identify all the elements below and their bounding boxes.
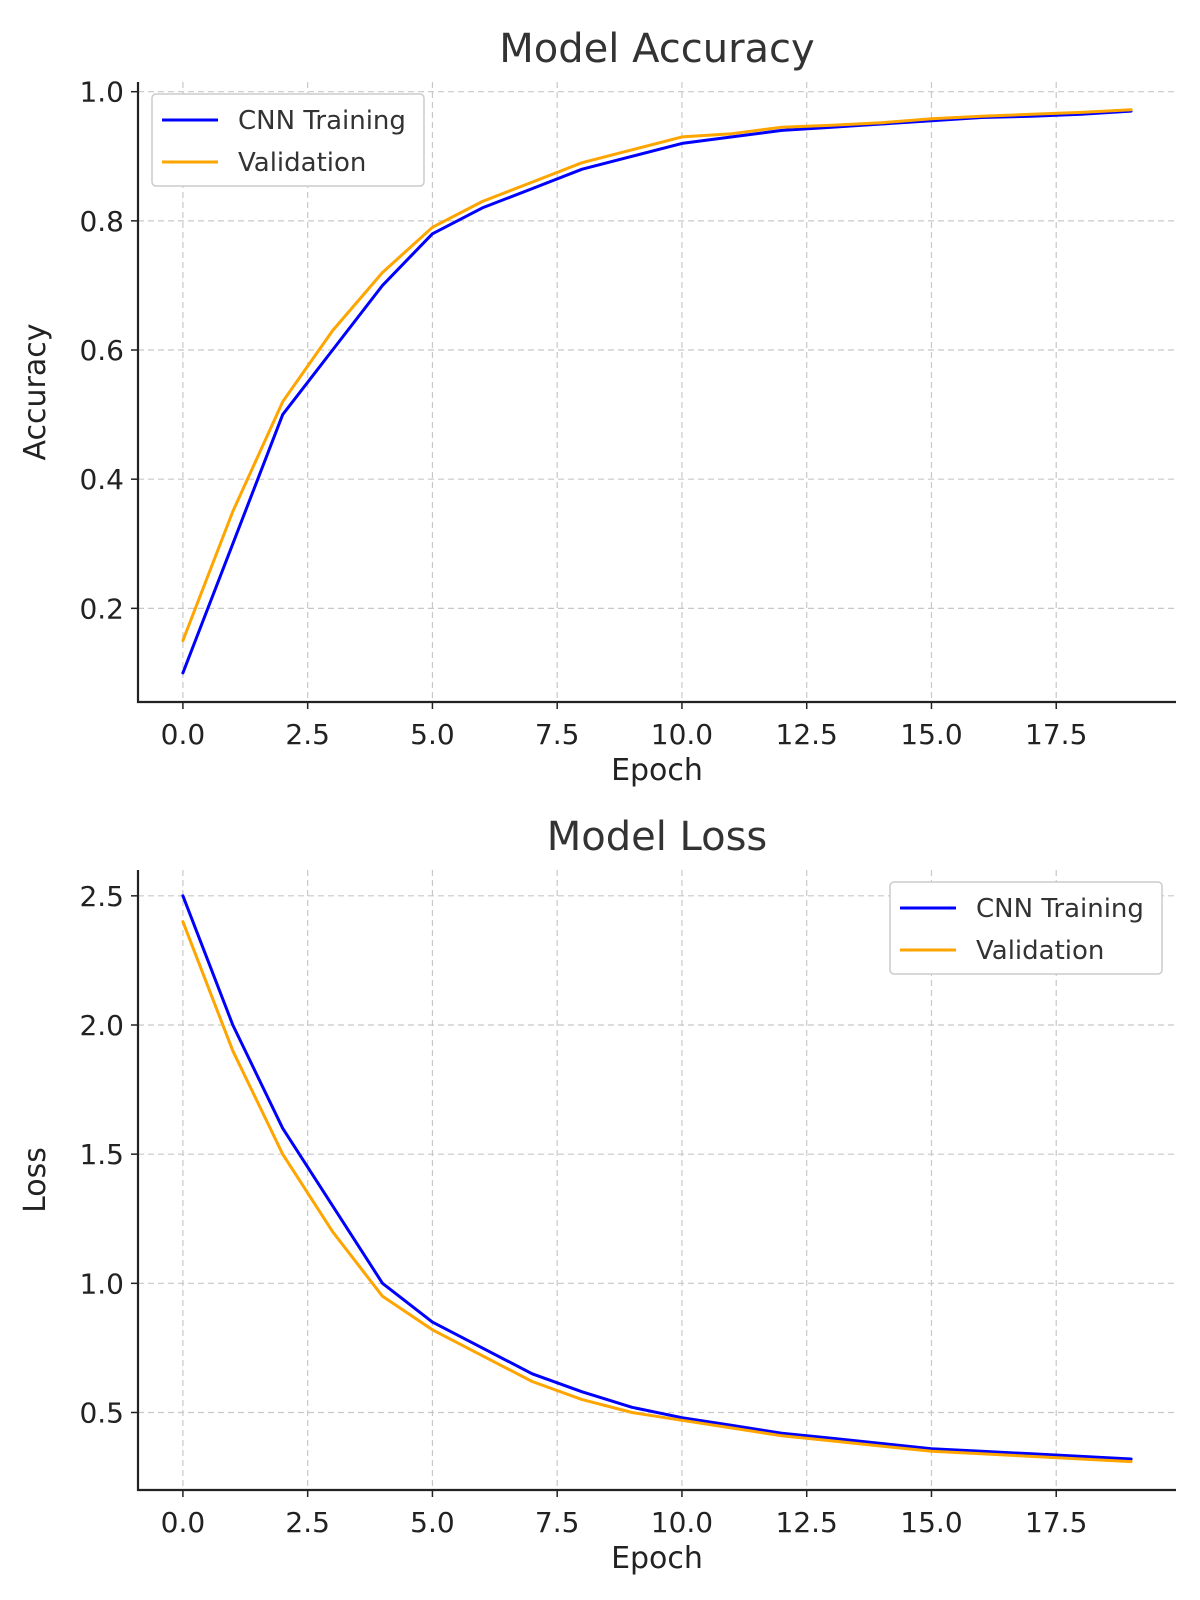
x-tick-label: 12.5 bbox=[776, 718, 838, 751]
legend: CNN Training Validation bbox=[889, 881, 1163, 975]
y-tick-label: 0.4 bbox=[79, 463, 124, 496]
y-tick-label: 2.5 bbox=[79, 880, 124, 913]
y-tick-label: 0.6 bbox=[79, 334, 124, 367]
y-axis-label: Accuracy bbox=[18, 324, 53, 461]
legend-box bbox=[889, 881, 1163, 975]
x-tick-label: 7.5 bbox=[535, 718, 580, 751]
x-tick-label: 12.5 bbox=[776, 1506, 838, 1539]
legend-label: Validation bbox=[976, 936, 1104, 966]
chart-title: Model Loss bbox=[547, 814, 768, 860]
y-tick-label: 2.0 bbox=[79, 1009, 124, 1042]
y-tick-label: 0.2 bbox=[79, 592, 124, 625]
y-tick-label: 1.0 bbox=[79, 1267, 124, 1300]
x-tick-label: 10.0 bbox=[651, 1506, 713, 1539]
axis-spine bbox=[136, 870, 1176, 1492]
x-tick-label: 17.5 bbox=[1025, 718, 1087, 751]
x-axis-label: Epoch bbox=[611, 1541, 703, 1576]
legend-label: CNN Training bbox=[976, 894, 1144, 924]
chart-panel-accuracy: 0.0 2.5 5.0 7.5 10.0 12.5 15.0 17.5 0.2 0.4 0.6 0.8… bbox=[18, 26, 1176, 788]
x-tick-label: 2.5 bbox=[285, 718, 330, 751]
x-tick-label: 5.0 bbox=[410, 718, 455, 751]
legend-label: CNN Training bbox=[238, 106, 406, 136]
legend-box bbox=[151, 93, 425, 187]
y-tick-label: 0.5 bbox=[79, 1397, 124, 1430]
x-tick-label: 7.5 bbox=[535, 1506, 580, 1539]
y-axis-label: Loss bbox=[18, 1147, 53, 1213]
x-tick-label: 17.5 bbox=[1025, 1506, 1087, 1539]
x-tick-label: 15.0 bbox=[900, 718, 962, 751]
x-tick-label: 0.0 bbox=[161, 1506, 206, 1539]
chart-title: Model Accuracy bbox=[499, 26, 814, 72]
series-line-validation bbox=[181, 920, 1133, 1464]
x-tick-label: 15.0 bbox=[900, 1506, 962, 1539]
series-line-cnn-training bbox=[181, 109, 1133, 675]
legend-label: Validation bbox=[238, 148, 366, 178]
x-axis-label: Epoch bbox=[611, 753, 703, 788]
x-tick-label: 2.5 bbox=[285, 1506, 330, 1539]
series-line-validation bbox=[181, 108, 1133, 643]
legend: CNN Training Validation bbox=[151, 93, 425, 187]
x-tick-label: 10.0 bbox=[651, 718, 713, 751]
chart-panel-loss: 0.0 2.5 5.0 7.5 10.0 12.5 15.0 17.5 0.5 1.0 1.5 2.0… bbox=[18, 814, 1176, 1576]
y-tick-label: 0.8 bbox=[79, 205, 124, 238]
y-tick-label: 1.0 bbox=[79, 76, 124, 109]
axis-spine bbox=[136, 82, 1176, 704]
x-tick-label: 5.0 bbox=[410, 1506, 455, 1539]
y-tick-label: 1.5 bbox=[79, 1138, 124, 1171]
series-line-cnn-training bbox=[181, 894, 1133, 1461]
x-tick-label: 0.0 bbox=[161, 718, 206, 751]
